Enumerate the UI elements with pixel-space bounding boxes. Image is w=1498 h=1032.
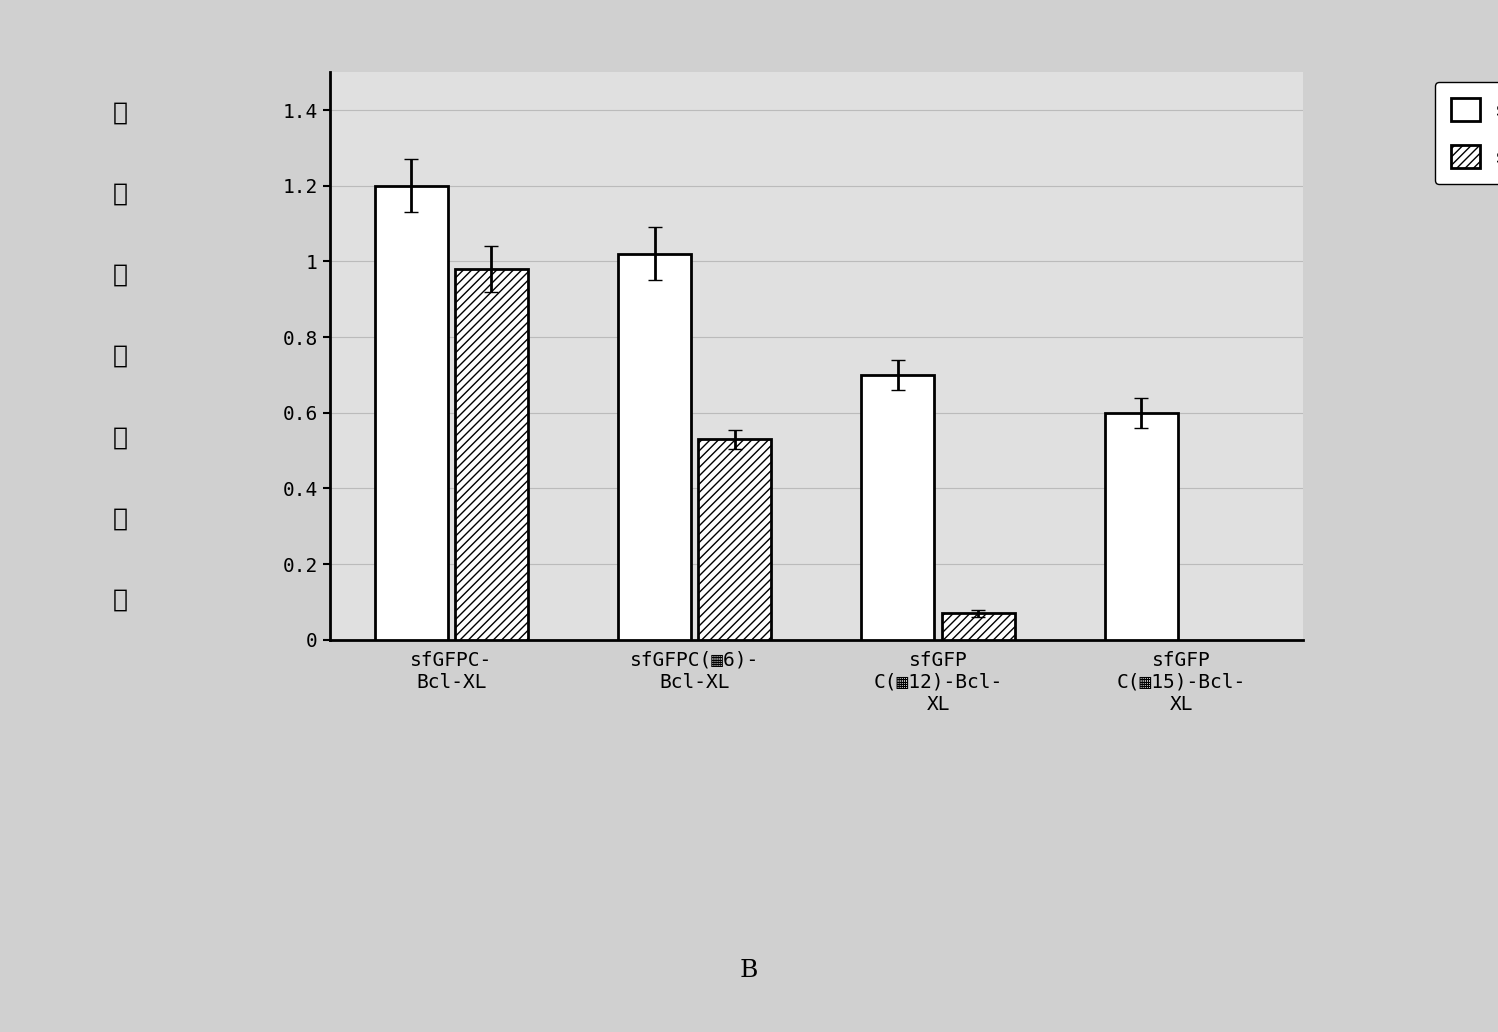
Bar xyxy=(455,269,527,640)
Text: 度: 度 xyxy=(112,507,127,530)
Text: 光: 光 xyxy=(112,344,127,368)
Bar xyxy=(374,186,448,640)
Text: 对: 对 xyxy=(112,182,127,205)
Text: 相: 相 xyxy=(112,101,127,125)
Bar xyxy=(1106,413,1177,640)
Text: 値: 値 xyxy=(112,587,127,611)
Legend: sfGFPN-Bak(+), sfGFPN-Bak(-): sfGFPN-Bak(+), sfGFPN-Bak(-) xyxy=(1435,82,1498,184)
Bar xyxy=(942,613,1014,640)
Bar xyxy=(619,254,691,640)
Text: 荧: 荧 xyxy=(112,263,127,287)
Text: 强: 强 xyxy=(112,425,127,449)
Text: B: B xyxy=(740,959,758,981)
Bar xyxy=(698,440,771,640)
Bar xyxy=(861,375,935,640)
